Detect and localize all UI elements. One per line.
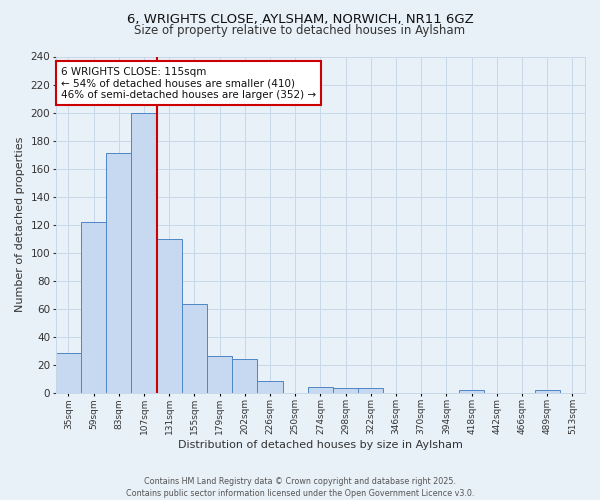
Text: Contains HM Land Registry data © Crown copyright and database right 2025.
Contai: Contains HM Land Registry data © Crown c…: [126, 476, 474, 498]
X-axis label: Distribution of detached houses by size in Aylsham: Distribution of detached houses by size …: [178, 440, 463, 450]
Bar: [459, 390, 484, 392]
Bar: [333, 388, 358, 392]
Bar: [157, 238, 182, 392]
Bar: [232, 359, 257, 392]
Text: 6, WRIGHTS CLOSE, AYLSHAM, NORWICH, NR11 6GZ: 6, WRIGHTS CLOSE, AYLSHAM, NORWICH, NR11…: [127, 12, 473, 26]
Bar: [182, 304, 207, 392]
Bar: [535, 390, 560, 392]
Bar: [81, 222, 106, 392]
Bar: [131, 112, 157, 392]
Bar: [56, 354, 81, 393]
Bar: [207, 356, 232, 393]
Bar: [257, 382, 283, 392]
Bar: [106, 153, 131, 392]
Bar: [358, 388, 383, 392]
Text: Size of property relative to detached houses in Aylsham: Size of property relative to detached ho…: [134, 24, 466, 37]
Text: 6 WRIGHTS CLOSE: 115sqm
← 54% of detached houses are smaller (410)
46% of semi-d: 6 WRIGHTS CLOSE: 115sqm ← 54% of detache…: [61, 66, 316, 100]
Bar: [308, 387, 333, 392]
Y-axis label: Number of detached properties: Number of detached properties: [15, 137, 25, 312]
